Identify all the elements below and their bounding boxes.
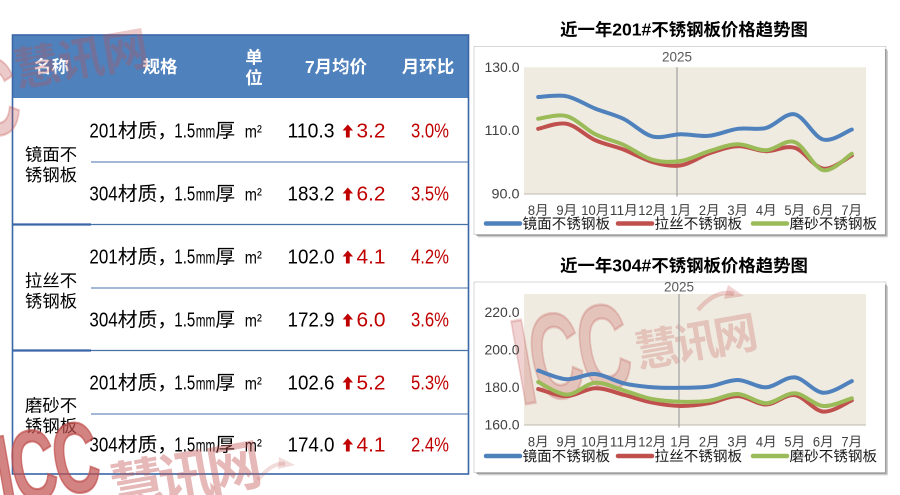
svg-text:3.6%: 3.6% <box>411 310 449 332</box>
svg-text:220.0: 220.0 <box>485 305 520 320</box>
svg-text:m²: m² <box>245 185 262 205</box>
svg-text:102.6: 102.6 <box>288 373 335 395</box>
svg-text:1: 1 <box>670 203 677 218</box>
svg-text:8: 8 <box>528 203 535 218</box>
svg-text:180.0: 180.0 <box>485 380 520 395</box>
svg-text:130.0: 130.0 <box>485 60 520 75</box>
svg-text:4.1: 4.1 <box>357 435 386 457</box>
svg-text:90.0: 90.0 <box>492 186 520 201</box>
svg-text:9: 9 <box>556 203 563 218</box>
svg-text:1.5: 1.5 <box>174 310 195 332</box>
svg-text:6: 6 <box>813 434 820 449</box>
svg-text:304#: 304# <box>612 256 651 276</box>
svg-text:2025: 2025 <box>664 280 694 295</box>
svg-text:m²: m² <box>245 436 262 456</box>
svg-text:3.2: 3.2 <box>357 121 386 143</box>
svg-text:mm: mm <box>196 436 216 456</box>
svg-text:304: 304 <box>89 435 117 457</box>
svg-text:10: 10 <box>581 203 596 218</box>
svg-text:2.4%: 2.4% <box>411 435 449 457</box>
svg-text:160.0: 160.0 <box>485 417 520 432</box>
svg-text:11: 11 <box>610 203 624 218</box>
svg-text:200.0: 200.0 <box>485 342 520 357</box>
svg-text:201: 201 <box>89 373 117 395</box>
svg-text:3.5%: 3.5% <box>411 184 449 206</box>
svg-text:102.0: 102.0 <box>288 247 335 269</box>
svg-text:2025: 2025 <box>662 50 692 65</box>
svg-text:mm: mm <box>196 311 216 331</box>
svg-text:201: 201 <box>89 247 117 269</box>
svg-text:2: 2 <box>699 434 706 449</box>
svg-text:6: 6 <box>813 203 820 218</box>
svg-text:4: 4 <box>756 434 763 449</box>
svg-text:4.1: 4.1 <box>357 247 386 269</box>
svg-text:304: 304 <box>89 184 117 206</box>
svg-text:mm: mm <box>196 185 216 205</box>
svg-text:6.0: 6.0 <box>357 310 386 332</box>
svg-text:4.2%: 4.2% <box>411 247 449 269</box>
svg-text:5.3%: 5.3% <box>411 373 449 395</box>
svg-text:11: 11 <box>610 434 624 449</box>
svg-text:mm: mm <box>196 122 216 142</box>
svg-text:1.5: 1.5 <box>174 373 195 395</box>
svg-text:174.0: 174.0 <box>288 435 335 457</box>
svg-text:2: 2 <box>699 203 706 218</box>
svg-text:304: 304 <box>89 310 117 332</box>
svg-text:7: 7 <box>841 434 848 449</box>
svg-text:10: 10 <box>581 434 596 449</box>
svg-text:1: 1 <box>670 434 677 449</box>
svg-text:110.3: 110.3 <box>288 121 335 143</box>
svg-text:110.0: 110.0 <box>485 123 520 138</box>
svg-text:9: 9 <box>556 434 563 449</box>
svg-text:3: 3 <box>727 203 734 218</box>
svg-text:1.5: 1.5 <box>174 121 195 143</box>
svg-text:1.5: 1.5 <box>174 184 195 206</box>
svg-text:7: 7 <box>841 203 848 218</box>
svg-text:1.5: 1.5 <box>174 435 195 457</box>
svg-text:1.5: 1.5 <box>174 247 195 269</box>
svg-text:8: 8 <box>528 434 535 449</box>
svg-text:ICC: ICC <box>502 278 639 431</box>
svg-text:5: 5 <box>784 434 791 449</box>
svg-text:3: 3 <box>727 434 734 449</box>
svg-text:172.9: 172.9 <box>288 310 335 332</box>
svg-text:m²: m² <box>245 374 262 394</box>
svg-text:mm: mm <box>196 374 216 394</box>
svg-text:201#: 201# <box>612 20 651 40</box>
svg-text:201: 201 <box>89 121 117 143</box>
svg-text:m²: m² <box>245 248 262 268</box>
svg-text:7: 7 <box>305 57 315 77</box>
svg-text:ICC: ICC <box>0 399 107 495</box>
svg-text:m²: m² <box>245 311 262 331</box>
svg-text:6.2: 6.2 <box>357 184 386 206</box>
svg-text:12: 12 <box>638 203 652 218</box>
svg-text:m²: m² <box>245 122 262 142</box>
svg-text:5.2: 5.2 <box>357 373 386 395</box>
svg-text:3.0%: 3.0% <box>411 121 449 143</box>
svg-text:4: 4 <box>756 203 763 218</box>
svg-text:12: 12 <box>638 434 652 449</box>
svg-text:183.2: 183.2 <box>288 184 335 206</box>
svg-text:mm: mm <box>196 248 216 268</box>
svg-text:5: 5 <box>784 203 791 218</box>
